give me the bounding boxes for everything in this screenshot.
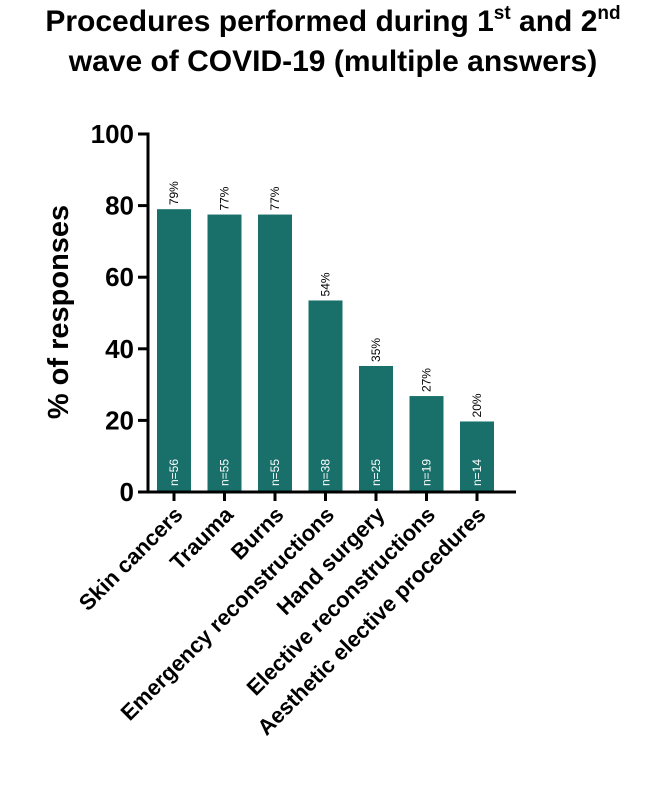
value-label-3: 54% [319,272,333,296]
y-axis-label: % of responses [43,205,75,419]
y-tick-label-4: 80 [105,191,134,221]
bar-1 [207,214,242,493]
title-superscript-2: nd [597,3,621,24]
title-text-1: Procedures performed during 1 [45,5,494,38]
value-label-2: 77% [268,186,282,210]
count-label-4: n=25 [369,459,383,486]
title-line-1: Procedures performed during 1st and 2nd [45,3,621,38]
title-text-2: and 2 [510,5,598,38]
count-label-5: n=19 [420,459,434,486]
y-tick-label-1: 20 [105,405,134,435]
bar-4 [359,365,393,492]
value-label-0: 79% [167,181,181,205]
bar-2 [258,214,292,493]
bar-5 [409,396,444,492]
y-axis: 0 20 40 60 80 100 [91,119,150,507]
value-label-6: 20% [470,393,484,417]
count-label-2: n=55 [268,459,282,486]
count-label-6: n=14 [470,459,484,486]
count-label-0: n=56 [167,459,181,486]
title-line-2: wave of COVID-19 (multiple answers) [68,45,598,78]
bars-group: 79% n=56 77% n=55 77% n=55 54% n=38 35% n=25 27% n=… [157,181,494,493]
value-label-5: 27% [420,368,434,392]
chart-title: Procedures performed during 1st and 2nd … [0,2,666,82]
y-tick-label-5: 100 [91,119,134,149]
bar-0 [157,209,191,492]
y-tick-label-2: 40 [105,334,134,364]
count-label-3: n=38 [319,459,333,486]
count-label-1: n=55 [218,459,232,486]
bar-3 [308,300,343,492]
value-label-1: 77% [218,186,232,210]
y-tick-label-0: 0 [120,477,134,507]
title-superscript-1: st [493,3,511,24]
value-label-4: 35% [369,338,383,362]
bar-6 [460,421,494,492]
y-tick-label-3: 60 [105,262,134,292]
